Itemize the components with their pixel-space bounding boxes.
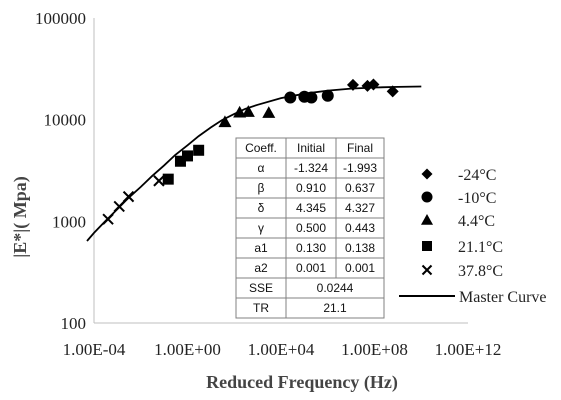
table-cell: 0.500	[296, 221, 326, 235]
table-cell: 0.001	[345, 261, 375, 275]
legend-label: 37.8°C	[458, 263, 503, 280]
data-point-square	[182, 150, 193, 162]
data-point-diamond	[386, 85, 399, 98]
x-marker-stroke	[102, 213, 114, 225]
data-point-square	[193, 144, 205, 156]
x-tick-label: 1.00E+04	[248, 340, 315, 359]
y-tick-label: 100	[61, 314, 87, 333]
data-points	[102, 78, 399, 225]
table-merged-cell: 0.0244	[317, 281, 354, 295]
legend-label: -24°C	[458, 167, 496, 184]
data-point-square	[174, 155, 186, 167]
x-marker-stroke	[421, 264, 433, 276]
table-cell: a1	[254, 241, 268, 255]
legend-marker-diamond	[421, 168, 433, 180]
table-cell: 0.001	[296, 261, 326, 275]
table-cell: β	[258, 181, 265, 195]
data-point-triangle	[241, 105, 255, 117]
legend-item: 37.8°C	[421, 263, 503, 280]
table-cell: α	[258, 161, 265, 175]
table-header-cell: Initial	[297, 141, 325, 155]
y-tick-label: 100000	[35, 9, 86, 28]
table-background	[235, 137, 385, 319]
table-cell: γ	[258, 221, 264, 235]
legend-item: 21.1°C	[422, 239, 503, 256]
table-header-cell: Coeff.	[245, 141, 277, 155]
x-tick-label: 1.00E+00	[154, 340, 221, 359]
table-cell: -1.993	[343, 161, 377, 175]
y-tick-label: 1000	[52, 212, 86, 231]
legend-item: Master Curve	[399, 289, 547, 306]
table-cell: 0.910	[296, 181, 326, 195]
tick-labels: 1.00E-04 1.00E+00 1.00E+04 1.00E+08 1.00E+12…	[35, 9, 501, 359]
table-cell: TR	[253, 301, 269, 315]
table-cell: 0.637	[345, 181, 375, 195]
axes	[93, 18, 468, 324]
x-marker-stroke	[113, 200, 125, 213]
table-cell: 4.327	[345, 201, 375, 215]
legend-item: -24°C	[421, 167, 496, 184]
legend-item: -10°C	[421, 190, 496, 207]
table-merged-cell: 21.1	[323, 301, 347, 315]
data-point-x	[102, 213, 114, 225]
legend-marker-x	[421, 264, 433, 276]
table-cell: 4.345	[296, 201, 326, 215]
data-point-circle	[321, 89, 334, 102]
x-marker-stroke	[153, 175, 165, 187]
legend-label: Master Curve	[459, 289, 547, 306]
legend-label: 4.4°C	[458, 213, 495, 230]
table-cell: 0.443	[345, 221, 375, 235]
data-point-diamond	[367, 78, 380, 91]
x-axis-label: Reduced Frequency (Hz)	[206, 372, 398, 393]
x-tick-label: 1.00E-04	[63, 340, 126, 359]
table-cell: 0.138	[345, 241, 375, 255]
y-axis-label: |E*|( Mpa)	[10, 176, 31, 257]
legend-marker-circle	[421, 191, 433, 203]
x-marker-stroke	[122, 190, 135, 203]
data-point-square	[162, 173, 174, 185]
legend: -24°C -10°C 4.4°C 21.1°C 37.8°C Master Curve	[399, 167, 547, 306]
table-cell: a2	[254, 261, 268, 275]
x-tick-label: 1.00E+08	[341, 340, 408, 359]
table-header-cell: Final	[347, 141, 373, 155]
legend-label: -10°C	[458, 190, 496, 207]
x-tick-label: 1.00E+12	[435, 340, 502, 359]
data-point-diamond	[346, 78, 359, 91]
data-point-x	[122, 190, 135, 203]
legend-item: 4.4°C	[421, 213, 495, 230]
data-point-circle	[305, 91, 318, 104]
table-cell: δ	[258, 201, 265, 215]
legend-marker-square	[422, 241, 432, 251]
data-point-triangle	[233, 105, 247, 118]
legend-marker-triangle	[421, 214, 433, 225]
legend-label: 21.1°C	[458, 239, 503, 256]
table-cell: SSE	[249, 281, 273, 295]
table-cell: 0.130	[296, 241, 326, 255]
data-point-x	[113, 200, 125, 213]
data-point-circle	[284, 91, 297, 104]
table-cell: -1.324	[294, 161, 328, 175]
data-point-triangle	[218, 115, 232, 128]
coefficients-table: Coeff. Initial Final α -1.324 -1.993 β 0.910 0.6…	[235, 137, 385, 319]
data-point-x	[153, 175, 165, 187]
y-tick-label: 10000	[44, 111, 87, 130]
data-point-triangle	[262, 106, 276, 118]
